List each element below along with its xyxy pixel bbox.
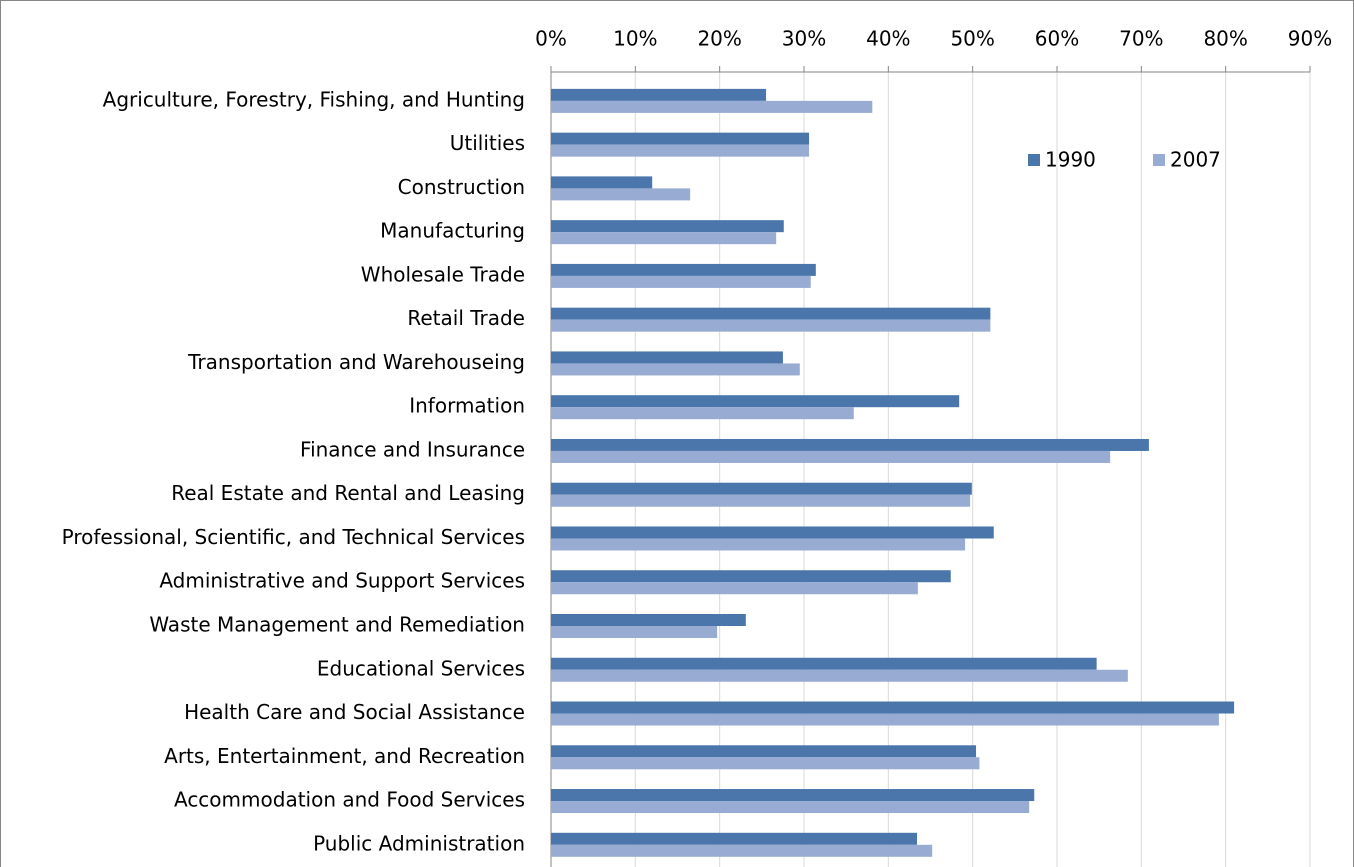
y-tick-label: Manufacturing [380,219,525,243]
bar [551,494,971,507]
x-tick-label: 10% [613,27,657,51]
legend-label: 1990 [1045,148,1096,172]
y-tick-label: Public Administration [313,831,525,855]
y-tick-label: Professional, Scientific, and Technical … [62,525,525,549]
y-tick-label: Administrative and Support Services [159,569,525,593]
bar [551,395,960,408]
x-tick-label: 20% [697,27,741,51]
bar [551,450,1111,463]
legend-label: 2007 [1170,148,1221,172]
bar [551,232,777,245]
bar [551,319,991,332]
bar [551,307,991,320]
x-tick-label: 0% [535,27,567,51]
y-tick-label: Finance and Insurance [300,437,525,461]
bar [551,614,746,626]
bar [551,745,977,758]
y-tick-label: Waste Management and Remediation [149,613,525,637]
bar [551,757,980,770]
bar [551,582,918,595]
legend-swatch [1153,154,1165,166]
bar [551,88,767,101]
x-tick-label: 90% [1288,27,1332,51]
x-tick-label: 30% [782,27,826,51]
y-tick-label: Transportation and Warehouseing [187,350,525,374]
y-tick-label: Utilities [450,131,525,155]
bar [551,789,1035,802]
bar [551,100,873,113]
bar [551,538,966,551]
bar [551,669,1128,682]
bar [551,132,810,145]
bar [551,844,933,857]
bar [551,351,783,364]
y-tick-label: Arts, Entertainment, and Recreation [164,744,525,768]
bar [551,657,1097,670]
y-tick-label: Accommodation and Food Services [174,788,525,812]
bar [551,570,951,583]
bar [551,263,816,276]
x-tick-label: 80% [1203,27,1247,51]
y-tick-label: Agriculture, Forestry, Fishing, and Hunt… [103,87,525,111]
bar [551,363,800,376]
bar [551,713,1219,726]
x-tick-label: 60% [1035,27,1079,51]
y-tick-label: Real Estate and Rental and Leasing [171,481,525,505]
legend-swatch [1028,154,1040,166]
bar [551,188,691,201]
bar [551,275,811,288]
y-tick-label: Retail Trade [407,306,525,330]
x-tick-label: 40% [866,27,910,51]
bar [551,407,854,420]
bar [551,626,718,638]
x-tick-label: 50% [950,27,994,51]
bar [551,701,1235,714]
y-tick-label: Educational Services [317,656,525,680]
y-tick-label: Construction [398,175,525,199]
bar [551,438,1149,451]
x-tick-label: 70% [1119,27,1163,51]
bar [551,176,653,189]
bar [551,832,918,845]
y-tick-label: Health Care and Social Assistance [184,700,525,724]
bar [551,482,972,495]
y-tick-label: Information [409,394,525,418]
bar [551,144,810,157]
y-tick-label: Wholesale Trade [361,262,525,286]
bar [551,220,784,233]
bar [551,526,994,539]
bar [551,801,1030,814]
